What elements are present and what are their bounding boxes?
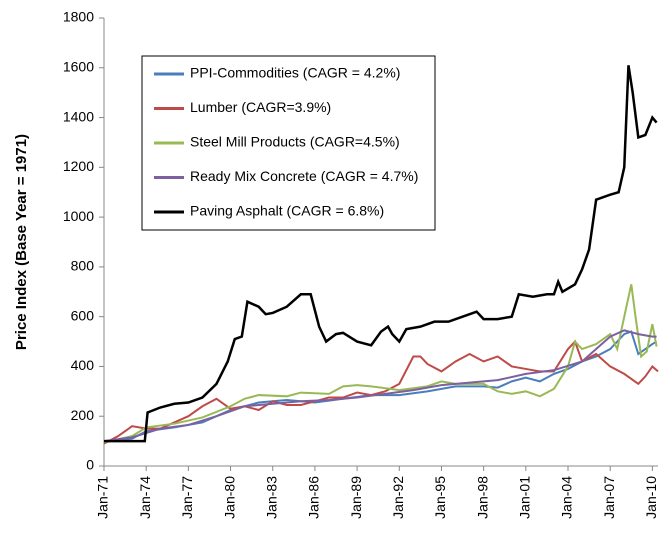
x-tick-label: Jan-86 (306, 476, 322, 519)
x-tick-label: Jan-83 (263, 476, 279, 519)
line-series (103, 329, 657, 443)
legend-label: Ready Mix Concrete (CAGR = 4.7%) (190, 168, 418, 184)
y-tick-label: 600 (71, 307, 95, 323)
y-tick-label: 1400 (63, 108, 94, 124)
y-axis-label: Price Index (Base Year = 1971) (13, 134, 30, 350)
x-tick-label: Jan-80 (221, 476, 237, 519)
x-tick-label: Jan-92 (390, 476, 406, 519)
legend-label: Paving Asphalt (CAGR = 6.8%) (190, 203, 384, 219)
legend-label: Lumber (CAGR=3.9%) (190, 99, 331, 115)
x-tick-label: Jan-01 (517, 476, 533, 519)
y-tick-label: 0 (86, 457, 94, 473)
y-tick-label: 200 (71, 407, 95, 423)
y-tick-label: 800 (71, 258, 95, 274)
legend-label: PPI-Commodities (CAGR = 4.2%) (190, 65, 400, 81)
x-tick-label: Jan-10 (643, 476, 659, 519)
x-tick-label: Jan-04 (559, 476, 575, 519)
y-tick-label: 1000 (63, 208, 94, 224)
y-tick-label: 400 (71, 357, 95, 373)
x-tick-label: Jan-95 (432, 476, 448, 519)
line-series (103, 284, 658, 444)
x-tick-label: Jan-74 (137, 476, 153, 519)
y-tick-label: 1200 (63, 158, 94, 174)
legend-label: Steel Mill Products (CAGR=4.5%) (190, 134, 400, 150)
x-tick-label: Jan-89 (348, 476, 364, 519)
legend-box (141, 55, 436, 231)
line-series (103, 339, 659, 445)
y-tick-label: 1800 (63, 9, 94, 25)
x-tick-label: Jan-77 (179, 476, 195, 519)
x-tick-label: Jan-71 (95, 476, 111, 519)
y-tick-label: 1600 (63, 58, 94, 74)
x-tick-label: Jan-07 (601, 476, 617, 519)
line-series (104, 65, 658, 443)
x-tick-label: Jan-98 (474, 476, 490, 519)
